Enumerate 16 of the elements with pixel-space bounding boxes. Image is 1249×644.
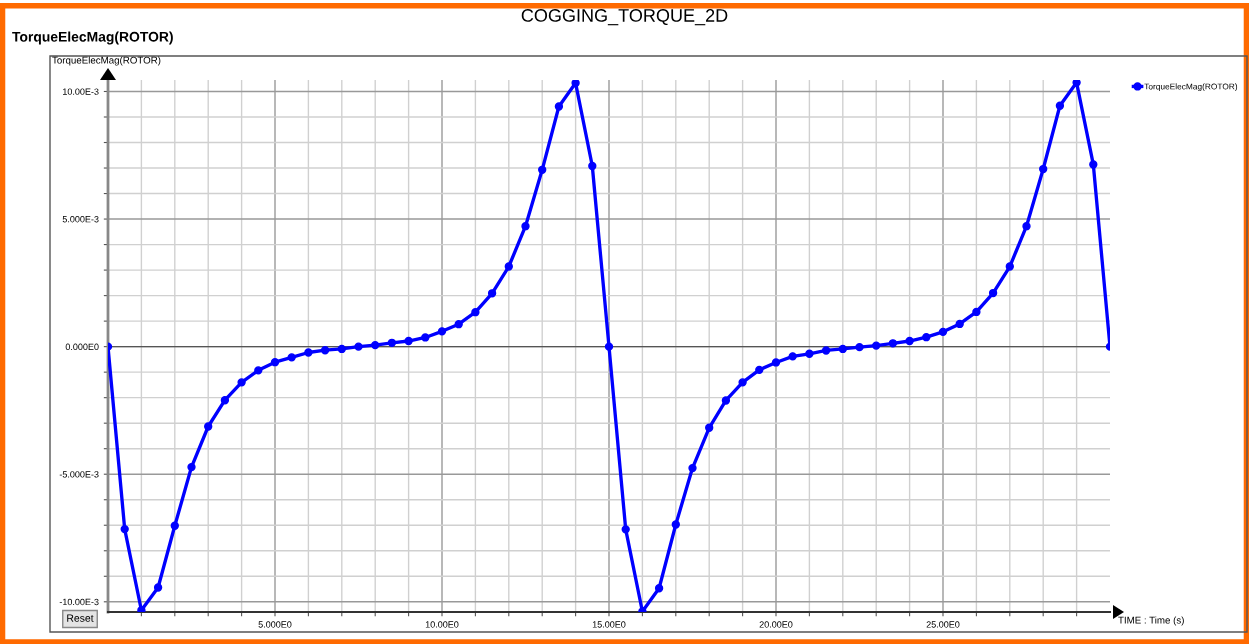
x-tick-label: 25.00E0 <box>926 621 960 628</box>
x-tick-label: 5.000E0 <box>258 621 292 628</box>
chart-subtitle: TorqueElecMag(ROTOR) <box>12 31 173 45</box>
x-tick-label: 10.00E0 <box>425 621 459 628</box>
y-tick-label: 0.000E0 <box>65 343 99 350</box>
y-tick-label: 5.000E-3 <box>62 216 99 223</box>
legend-label: TorqueElecMag(ROTOR) <box>1144 83 1238 92</box>
x-axis-title: TIME : Time (s) <box>1118 616 1184 626</box>
y-tick-label: -5.000E-3 <box>59 471 99 478</box>
y-tick-label: 10.00E-3 <box>63 88 99 95</box>
y-tick-label: -10.00E-3 <box>59 598 99 606</box>
x-tick-label: 20.00E0 <box>759 621 793 628</box>
y-axis-title: TorqueElecMag(ROTOR) <box>52 56 161 66</box>
chart-title: COGGING_TORQUE_2D <box>521 9 728 26</box>
text: Reset <box>67 614 94 622</box>
x-tick-label: 15.00E0 <box>592 621 626 628</box>
